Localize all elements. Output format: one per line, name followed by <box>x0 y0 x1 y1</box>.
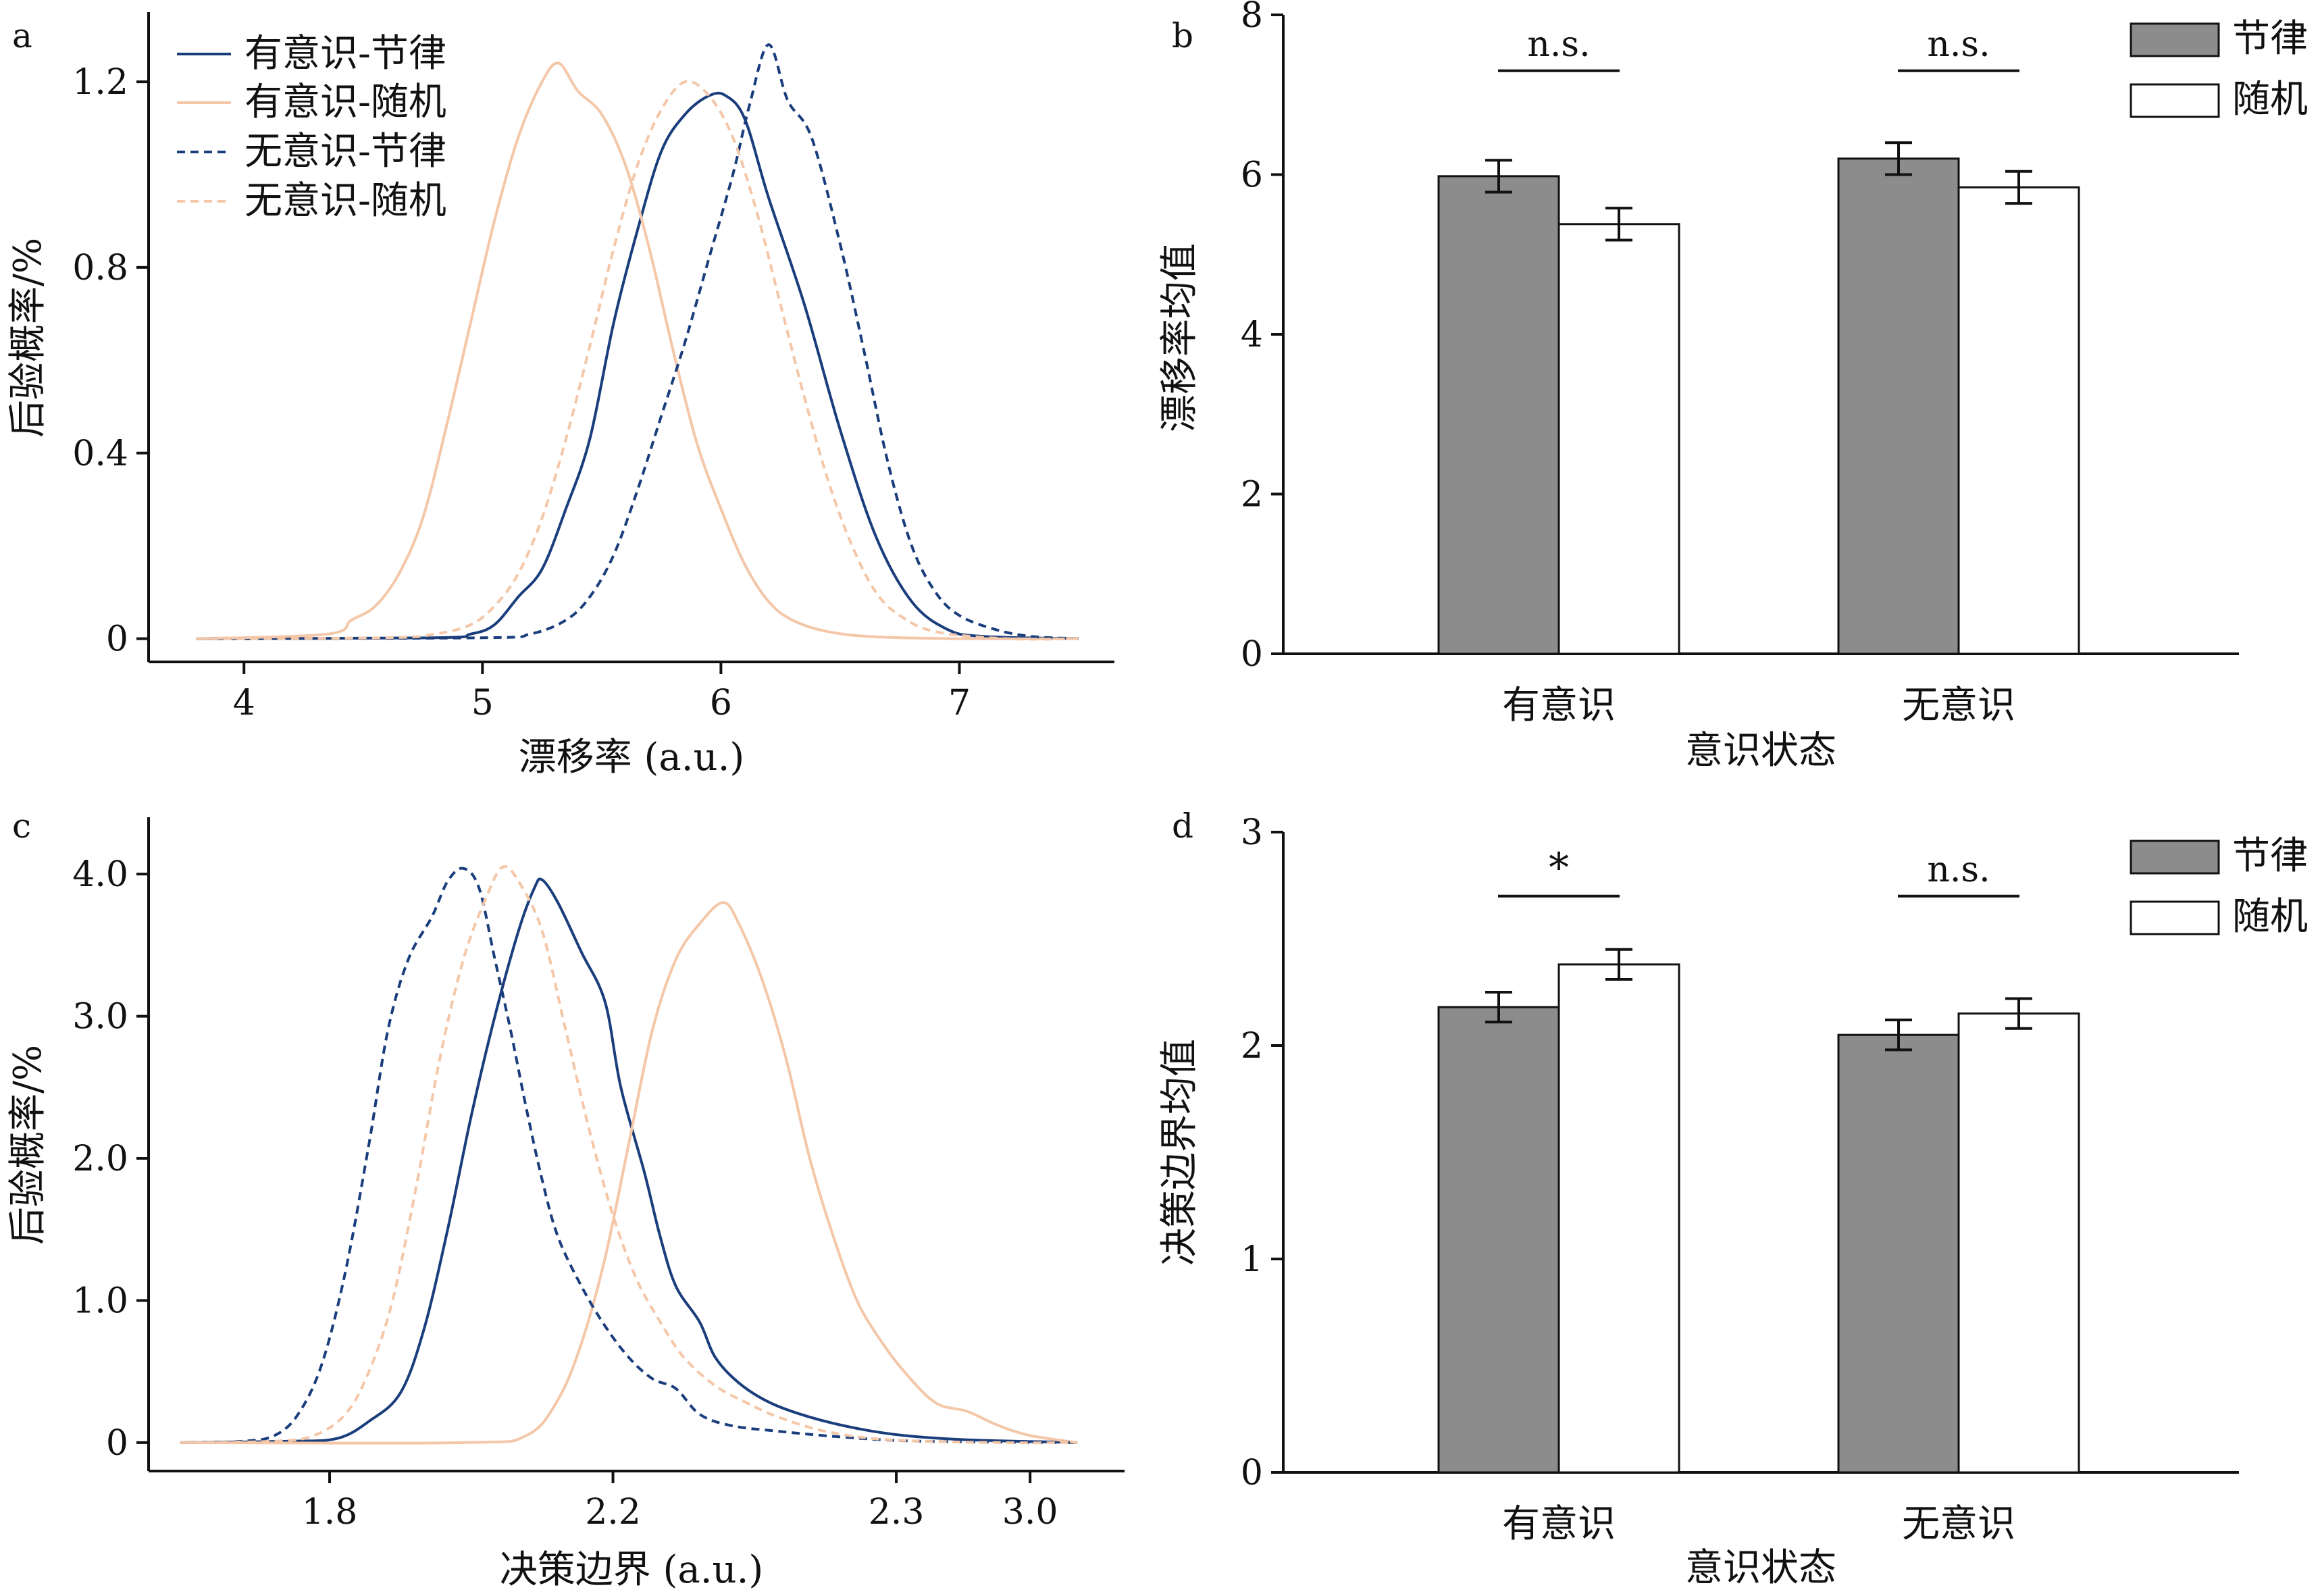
panel-b-y-tick-label: 8 <box>1241 0 1263 36</box>
panel-c-x-tick-label: 2.3 <box>869 1492 925 1533</box>
panel-c-series-line-0 <box>180 877 1078 1444</box>
panel-c-x-tick-label: 2.2 <box>585 1492 641 1533</box>
legend-label-rhythm: 节律 <box>2232 834 2308 878</box>
panel-b-y-ticks: 0 2 4 6 8 <box>1241 0 1283 675</box>
legend-label-rhythm: 节律 <box>2232 17 2308 61</box>
panel-a-x-tick-label: 6 <box>710 683 732 723</box>
panel-a-y-tick-label: 1.2 <box>72 62 128 103</box>
panel-d-category-label: 有意识 <box>1502 1502 1616 1546</box>
legend-swatch-rhythm <box>2130 840 2220 875</box>
panel-c-y-tick-label: 3.0 <box>72 997 128 1037</box>
panel-b-letter: b <box>1172 16 1193 55</box>
panel-a-series-line-1 <box>196 61 1079 640</box>
legend-label-conscious-rhythm: 有意识-节律 <box>244 32 446 76</box>
legend-swatch-random <box>2130 900 2220 935</box>
panel-b-y-tick-label: 6 <box>1241 155 1263 196</box>
panel-a-y-ticks: 0 0.4 0.8 1.2 <box>72 62 149 660</box>
panel-d-category-label: 无意识 <box>1902 1502 2015 1546</box>
panel-b-bars: n.s. n.s. <box>1437 24 2080 655</box>
panel-a-x-tick-label: 5 <box>471 683 494 723</box>
panel-a-x-label: 漂移率 (a.u.) <box>519 736 745 779</box>
panel-b-bar-0-1 <box>1557 223 1680 655</box>
panel-a-series-lines <box>196 43 1079 641</box>
panel-a-y-tick-label: 0 <box>106 619 128 660</box>
panel-c-series-line-2 <box>180 867 1078 1444</box>
panel-b-significance-label: n.s. <box>1927 24 1990 65</box>
panel-d-bar-0-0 <box>1437 1006 1560 1474</box>
panel-d-y-tick-label: 3 <box>1241 813 1263 853</box>
panel-c-y-tick-label: 4.0 <box>72 854 128 895</box>
panel-c-x-ticks: 1.8 2.2 2.3 3.0 <box>302 1471 1058 1533</box>
panel-d-letter: d <box>1172 806 1193 846</box>
panel-a-y-tick-label: 0.4 <box>72 434 128 474</box>
panel-a-x-tick-label: 7 <box>948 683 971 723</box>
panel-c-y-tick-label: 0 <box>106 1423 128 1464</box>
panel-a-y-tick-label: 0.8 <box>72 248 128 288</box>
panel-c-series-lines <box>180 865 1078 1445</box>
panel-d-x-label: 意识状态 <box>1685 1546 1836 1590</box>
panel-b-significance-label: n.s. <box>1527 24 1590 65</box>
legend-label-unconscious-rhythm: 无意识-节律 <box>244 130 446 174</box>
panel-d-y-tick-label: 1 <box>1241 1239 1263 1280</box>
panel-c-series-line-1 <box>180 901 1078 1445</box>
panel-d-bars: * n.s. <box>1437 844 2080 1474</box>
legend-label-conscious-random: 有意识-随机 <box>244 80 446 124</box>
panel-a-series-line-2 <box>196 43 1079 640</box>
panel-d-category-labels: 有意识 无意识 <box>1502 1502 2015 1546</box>
panel-c-letter: c <box>12 806 31 846</box>
panel-d-y-ticks: 0 1 2 3 <box>1241 813 1283 1493</box>
panel-c-y-ticks: 0 1.0 2.0 3.0 4.0 <box>72 854 149 1464</box>
panel-b-bar-chart: b 0 2 4 6 8 n.s. n.s. 有意识 无意识 意识状态 漂移率均值 节律 随机 <box>1158 0 2308 773</box>
panel-b-bar-1-1 <box>1957 186 2080 655</box>
panel-b-legend: 节律 随机 <box>2130 17 2308 122</box>
panel-d-significance-label: n.s. <box>1927 850 1990 890</box>
panel-b-y-tick-label: 0 <box>1241 634 1263 675</box>
legend-label-unconscious-random: 无意识-随机 <box>244 179 446 223</box>
panel-b-bar-0-0 <box>1437 175 1560 655</box>
legend-swatch-rhythm <box>2130 22 2220 57</box>
panel-b-x-label: 意识状态 <box>1685 729 1836 773</box>
panel-a-y-label: 后验概率/% <box>6 238 50 438</box>
panel-b-category-label: 无意识 <box>1902 684 2015 727</box>
panel-d-y-tick-label: 0 <box>1241 1453 1263 1493</box>
panel-b-y-tick-label: 2 <box>1241 475 1263 515</box>
panel-c-y-label: 后验概率/% <box>6 1045 50 1245</box>
panel-c-y-tick-label: 1.0 <box>72 1281 128 1321</box>
panel-b-category-labels: 有意识 无意识 <box>1502 684 2015 727</box>
panel-a-legend: 有意识-节律 有意识-随机 无意识-节律 无意识-随机 <box>177 32 446 223</box>
panel-d-bar-1-1 <box>1957 1012 2080 1474</box>
panel-a-letter: a <box>12 16 32 55</box>
panel-a-series-line-0 <box>196 91 1079 640</box>
legend-swatch-random <box>2130 83 2220 118</box>
panel-d-bar-1-0 <box>1837 1033 1960 1474</box>
legend-label-random: 随机 <box>2232 895 2308 939</box>
panel-c-x-tick-label: 1.8 <box>302 1492 358 1533</box>
panel-b-y-label: 漂移率均值 <box>1158 243 1202 432</box>
panel-d-bar-chart: d 0 1 2 3 * n.s. 有意识 无意识 意识状态 决策边界均值 节律 随机 <box>1158 806 2308 1590</box>
panel-a-line-chart: a 0 0.4 0.8 1.2 4 5 6 7 漂移率 (a.u.) 后验概率/% 有意识-… <box>6 12 1114 779</box>
panel-d-bar-0-1 <box>1557 963 1680 1474</box>
legend-label-random: 随机 <box>2232 78 2308 122</box>
panel-c-x-label: 决策边界 (a.u.) <box>500 1548 764 1592</box>
panel-c-x-tick-label: 3.0 <box>1002 1492 1058 1533</box>
panel-d-y-label: 决策边界均值 <box>1158 1039 1202 1266</box>
panel-a-x-tick-label: 4 <box>233 683 255 723</box>
panel-b-y-tick-label: 4 <box>1241 315 1263 355</box>
panel-c-y-tick-label: 2.0 <box>72 1139 128 1179</box>
panel-d-y-tick-label: 2 <box>1241 1026 1263 1066</box>
panel-b-bar-1-0 <box>1837 157 1960 655</box>
panel-b-category-label: 有意识 <box>1502 684 1616 727</box>
panel-c-line-chart: c 0 1.0 2.0 3.0 4.0 1.8 2.2 2.3 3.0 决策边界 (a.u.)… <box>6 806 1125 1592</box>
panel-d-legend: 节律 随机 <box>2130 834 2308 939</box>
panel-a-series-line-3 <box>196 80 1079 641</box>
panel-a-x-ticks: 4 5 6 7 <box>233 662 971 723</box>
panel-d-significance-label: * <box>1549 844 1569 892</box>
